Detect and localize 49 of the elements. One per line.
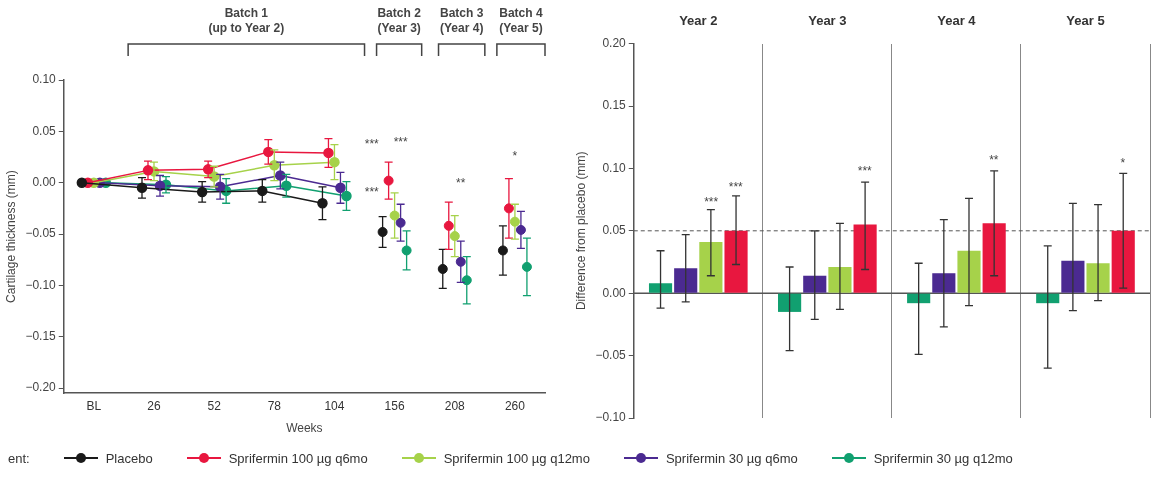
- y-axis-title: Difference from placebo (mm): [573, 151, 588, 311]
- y-tick-label: −0.20: [25, 380, 57, 395]
- x-tick-label: 78: [267, 398, 282, 413]
- annotation: ***: [857, 163, 873, 178]
- annotation: ***: [364, 185, 380, 200]
- legend-label: Sprifermin 100 µg q12mo: [443, 450, 590, 466]
- x-axis-title: Weeks: [286, 421, 323, 436]
- y-tick-label: 0.00: [602, 285, 627, 300]
- y-tick-label: −0.10: [595, 410, 627, 425]
- y-tick-label: 0.00: [32, 175, 57, 189]
- x-tick-label: Year 4: [937, 13, 977, 29]
- x-tick-label: 260: [504, 398, 526, 413]
- y-tick-label: 0.05: [602, 223, 627, 238]
- x-tick-label: BL: [86, 398, 102, 413]
- x-tick-label: 208: [444, 398, 466, 413]
- text: Batch 2 (Year 3): [377, 6, 422, 36]
- annotation: **: [989, 152, 999, 167]
- x-tick-label: 26: [147, 398, 161, 413]
- legend-label: Placebo: [105, 450, 153, 466]
- annotation: *: [1120, 156, 1126, 171]
- annotation: ***: [704, 195, 719, 210]
- text: Batch 1 (up to Year 2): [208, 6, 285, 36]
- y-tick-label: −0.05: [25, 226, 57, 241]
- annotation: ***: [364, 136, 380, 151]
- annotation: *: [512, 149, 518, 164]
- legend-label: Sprifermin 30 µg q6mo: [665, 450, 798, 466]
- annotation: **: [456, 175, 466, 190]
- annotation: ***: [393, 134, 408, 149]
- legend-label: Sprifermin 100 µg q6mo: [228, 450, 368, 466]
- x-tick-label: Year 3: [808, 13, 847, 29]
- y-tick-label: 0.15: [602, 98, 627, 113]
- x-tick-label: Year 5: [1066, 13, 1105, 29]
- y-axis-title: Cartilage thickness (mm): [3, 170, 18, 303]
- y-tick-label: −0.05: [595, 347, 627, 362]
- y-tick-label: 0.20: [602, 35, 627, 50]
- x-tick-label: 156: [384, 398, 405, 413]
- x-tick-label: 52: [207, 398, 222, 413]
- legend-label: Sprifermin 30 µg q12mo: [873, 450, 1013, 466]
- y-tick-label: 0.05: [32, 123, 57, 138]
- y-tick-label: 0.10: [602, 160, 627, 175]
- x-tick-label: Year 2: [679, 13, 718, 29]
- x-tick-label: 104: [324, 398, 345, 413]
- text: Batch 3 (Year 4): [440, 6, 484, 36]
- text: Batch 4 (Year 5): [499, 6, 543, 36]
- y-tick-label: 0.10: [32, 72, 57, 87]
- legend-title: ent:: [8, 450, 30, 466]
- y-tick-label: −0.10: [25, 277, 57, 292]
- annotation: ***: [728, 180, 744, 195]
- y-tick-label: −0.15: [25, 329, 57, 344]
